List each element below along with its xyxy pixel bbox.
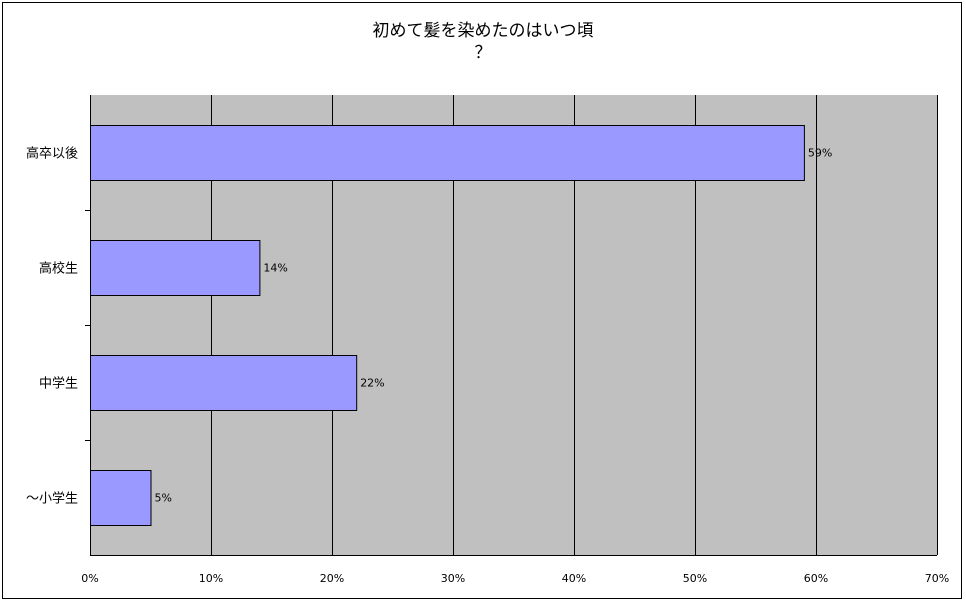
data-label: 22% [360,377,384,390]
x-tick-label: 10% [199,572,223,585]
data-label: 59% [808,147,832,160]
x-tick-label: 50% [683,572,707,585]
bar [90,240,261,296]
bar [90,470,152,526]
x-tick-label: 70% [925,572,949,585]
data-label: 14% [263,262,287,275]
category-label: 高卒以後 [26,146,78,162]
category-label: 高校生 [39,261,78,277]
x-tick-label: 20% [320,572,344,585]
x-tick-label: 0% [81,572,98,585]
bar [90,125,805,181]
data-label: 5% [155,492,172,505]
category-label: 中学生 [39,376,78,392]
bar [90,355,358,411]
category-label: 〜小学生 [26,491,78,507]
x-tick-label: 30% [441,572,465,585]
x-tick-label: 40% [562,572,586,585]
x-tick-label: 60% [804,572,828,585]
chart-title: 初めて髪を染めたのはいつ頃 ？ [372,21,594,63]
